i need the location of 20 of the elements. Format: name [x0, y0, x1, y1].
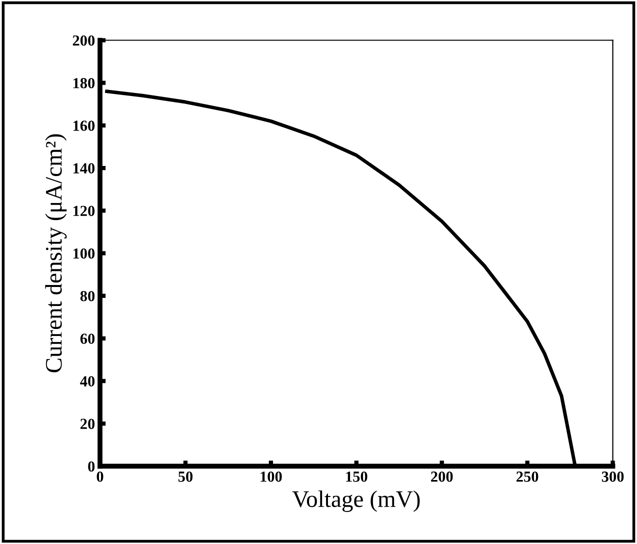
y-tick-label: 140 [73, 163, 95, 174]
y-tick-label: 80 [80, 290, 95, 302]
x-tick-label: 0 [96, 472, 104, 482]
x-tick-label: 150 [346, 472, 368, 482]
y-tick-label: 100 [73, 248, 95, 259]
y-tick-label: 60 [80, 334, 95, 344]
y-tick-label: 40 [80, 376, 95, 386]
y-tick-label: 20 [80, 418, 95, 430]
y-tick-label: 180 [73, 78, 95, 88]
y-axis-title: Current density (μA/cm²) [45, 134, 67, 372]
y-tick-label: 160 [73, 120, 95, 131]
x-tick-label: 50 [178, 472, 193, 482]
x-tick-label: 300 [602, 472, 624, 482]
y-tick-label: 0 [88, 461, 95, 472]
x-axis-title: Voltage (mV) [292, 490, 420, 512]
x-tick-label: 250 [516, 472, 538, 482]
x-tick-label: 100 [260, 472, 282, 482]
y-tick-label: 200 [72, 35, 95, 46]
x-tick-label: 200 [431, 472, 453, 482]
y-tick-label: 120 [73, 206, 95, 216]
